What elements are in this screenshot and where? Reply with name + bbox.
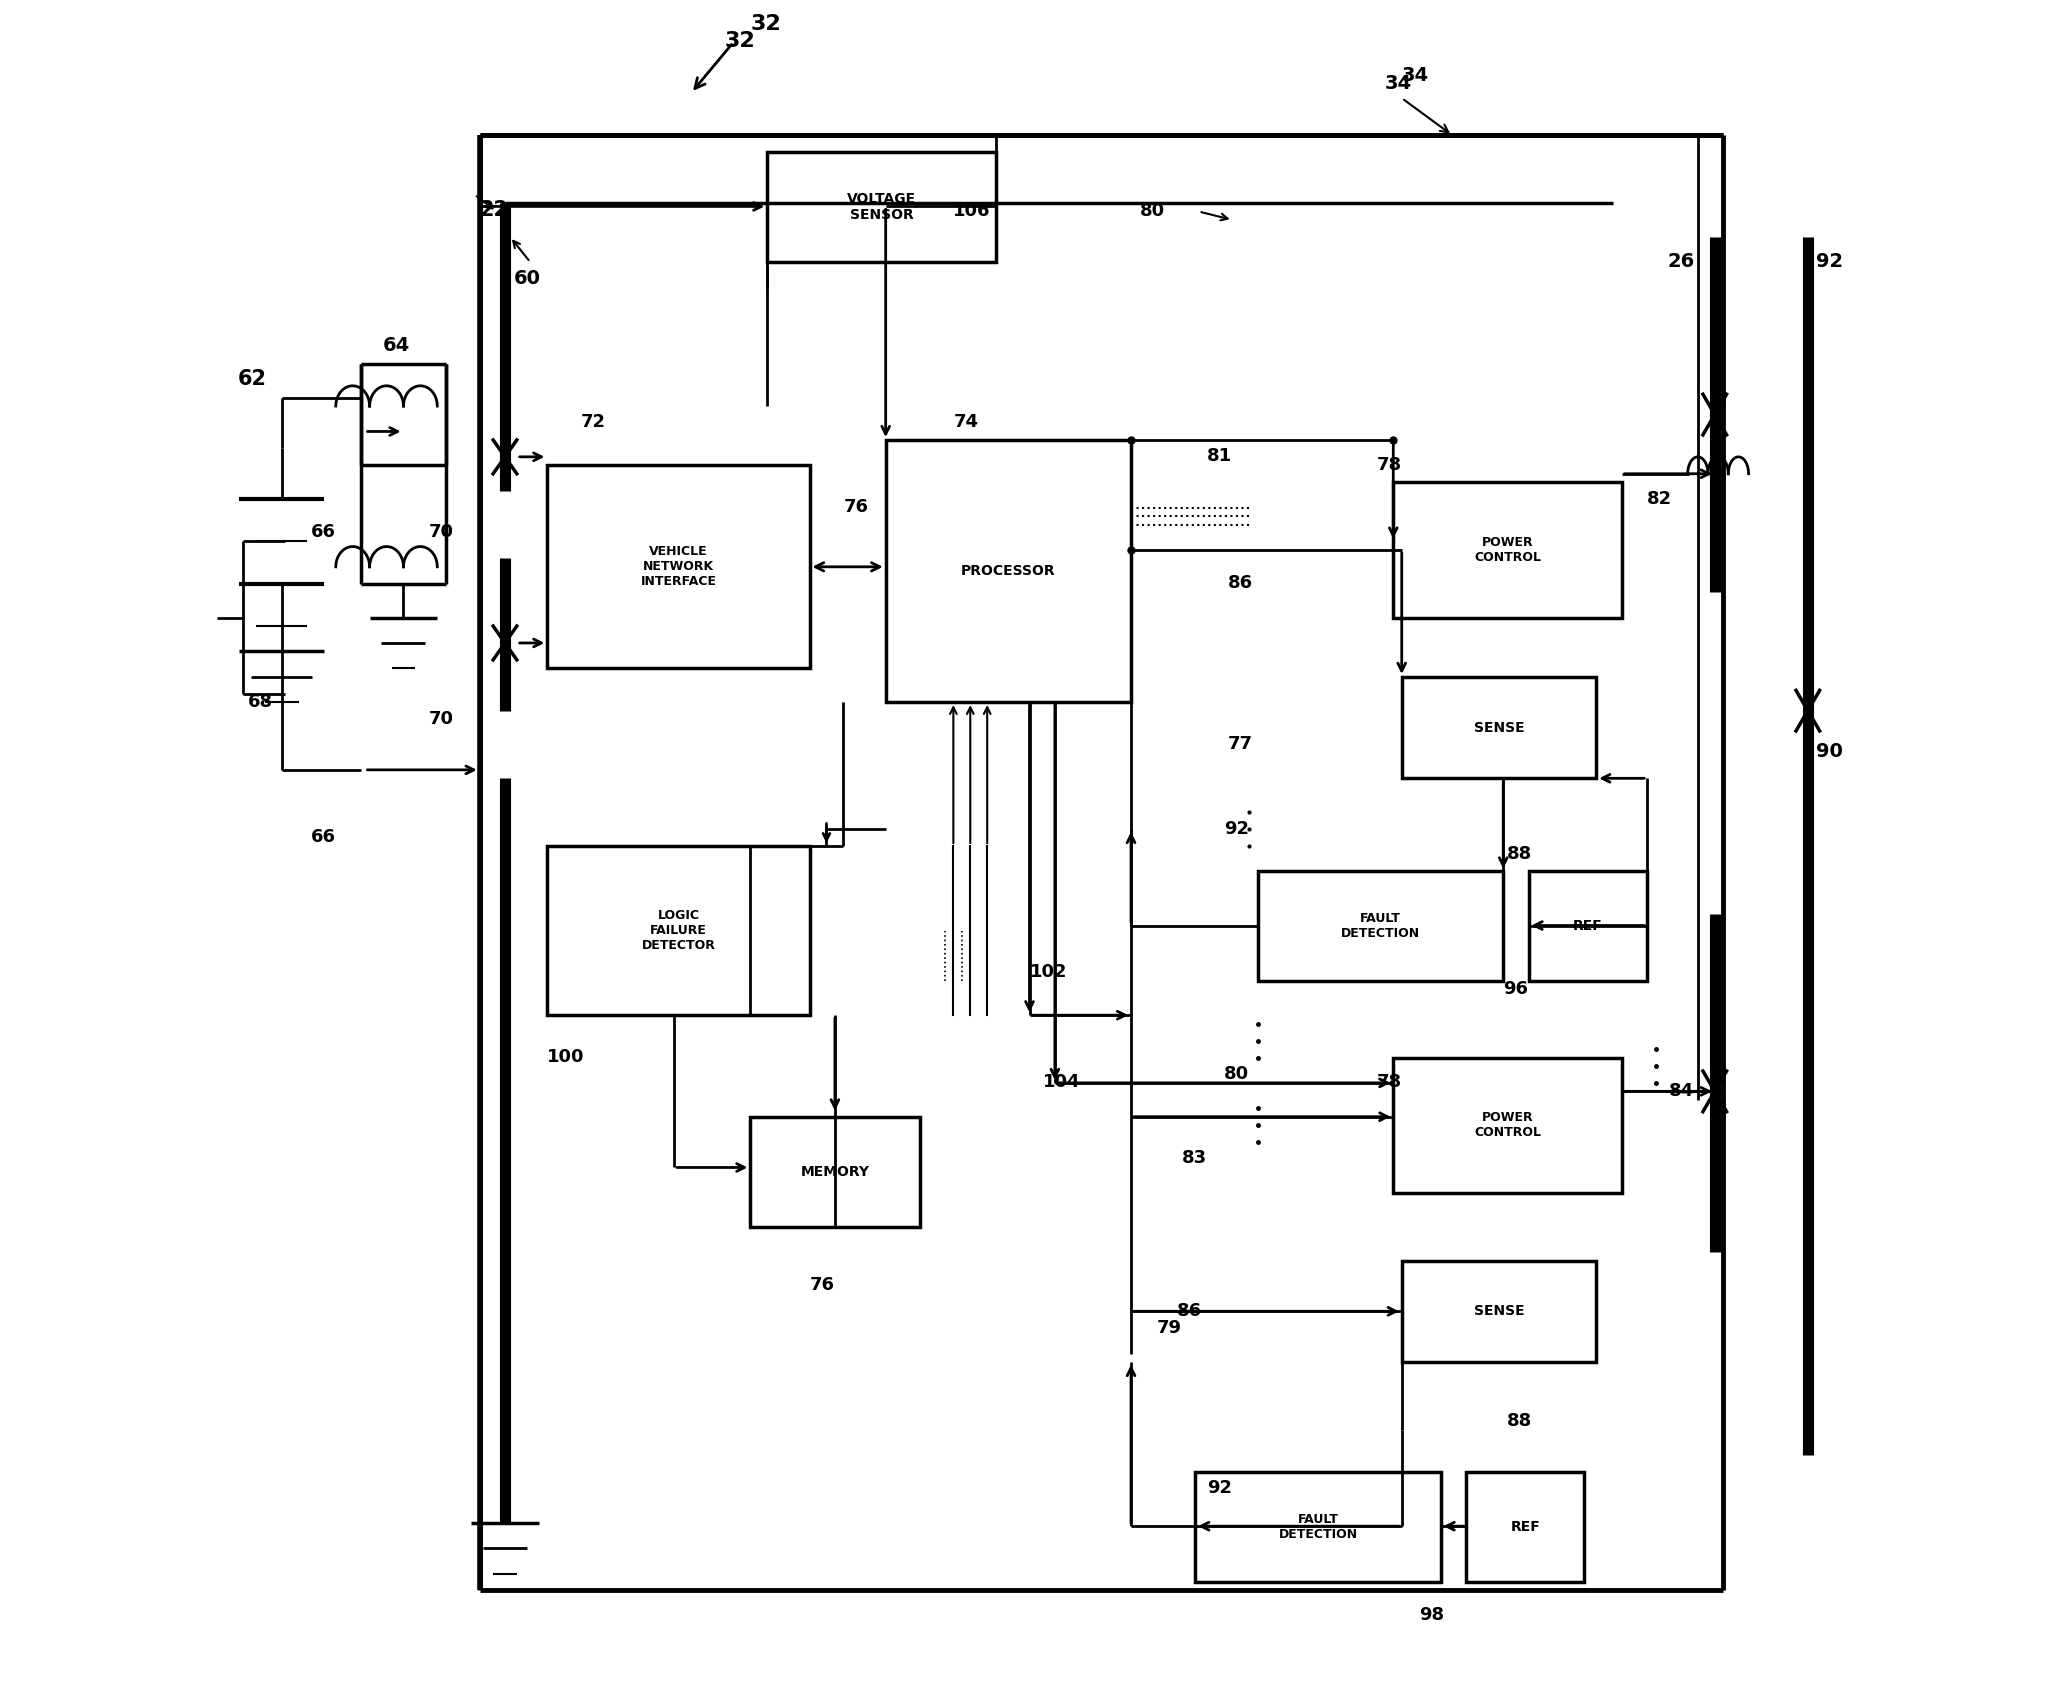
Text: POWER
CONTROL: POWER CONTROL [1474,536,1540,563]
Text: 102: 102 [1030,963,1067,981]
FancyBboxPatch shape [1196,1472,1441,1582]
Text: 34: 34 [1386,74,1412,93]
FancyBboxPatch shape [548,465,809,668]
Text: 66: 66 [311,523,336,541]
FancyBboxPatch shape [885,440,1130,702]
Text: 76: 76 [844,497,869,516]
Text: 104: 104 [1044,1073,1081,1091]
Text: 92: 92 [1816,252,1843,271]
Text: PROCESSOR: PROCESSOR [962,563,1056,579]
Text: 80: 80 [1225,1064,1250,1083]
Text: 98: 98 [1419,1606,1443,1624]
Text: 78: 78 [1375,455,1402,474]
Text: 78: 78 [1375,1073,1402,1091]
Text: 92: 92 [1225,819,1250,838]
Text: 88: 88 [1507,1411,1532,1430]
FancyBboxPatch shape [1394,482,1622,618]
Text: 83: 83 [1182,1149,1207,1167]
Text: 64: 64 [383,337,410,355]
Text: SENSE: SENSE [1474,721,1524,734]
FancyBboxPatch shape [1402,1261,1596,1362]
FancyBboxPatch shape [1258,871,1503,981]
Text: REF: REF [1511,1519,1540,1535]
FancyBboxPatch shape [1528,871,1647,981]
Text: 32: 32 [749,14,780,34]
Text: 72: 72 [581,413,605,431]
Text: 32: 32 [725,30,756,51]
Text: 86: 86 [1176,1301,1202,1320]
Text: 76: 76 [809,1276,834,1294]
FancyBboxPatch shape [768,152,997,262]
FancyBboxPatch shape [1394,1058,1622,1193]
Text: 80: 80 [1139,201,1165,220]
Text: VEHICLE
NETWORK
INTERFACE: VEHICLE NETWORK INTERFACE [640,545,717,589]
Text: 22: 22 [480,200,509,220]
Text: 70: 70 [428,709,453,728]
Text: 92: 92 [1207,1479,1231,1497]
Text: 84: 84 [1670,1081,1695,1100]
Text: LOGIC
FAILURE
DETECTOR: LOGIC FAILURE DETECTOR [642,909,714,953]
Text: 106: 106 [953,201,990,220]
Text: MEMORY: MEMORY [801,1164,869,1179]
Text: POWER
CONTROL: POWER CONTROL [1474,1112,1540,1139]
Text: 68: 68 [247,692,274,711]
Text: 79: 79 [1157,1318,1182,1337]
Text: 34: 34 [1402,66,1429,85]
Text: 60: 60 [513,269,539,288]
Text: 70: 70 [428,523,453,541]
Text: 66: 66 [311,827,336,846]
Text: VOLTAGE
SENSOR: VOLTAGE SENSOR [846,193,916,222]
Text: 86: 86 [1227,574,1252,592]
Text: FAULT
DETECTION: FAULT DETECTION [1279,1513,1357,1541]
FancyBboxPatch shape [749,1117,920,1227]
Text: 88: 88 [1507,844,1532,863]
Text: 96: 96 [1503,980,1528,998]
FancyBboxPatch shape [1402,677,1596,778]
Text: 81: 81 [1207,447,1231,465]
Text: 77: 77 [1227,734,1252,753]
Text: 82: 82 [1647,489,1672,508]
FancyBboxPatch shape [548,846,809,1015]
Text: 100: 100 [548,1047,585,1066]
Text: FAULT
DETECTION: FAULT DETECTION [1340,912,1421,941]
Text: SENSE: SENSE [1474,1305,1524,1318]
Text: 74: 74 [953,413,978,431]
Text: 62: 62 [237,369,268,389]
FancyBboxPatch shape [1466,1472,1585,1582]
Text: REF: REF [1573,919,1602,934]
Text: 90: 90 [1816,743,1843,761]
Text: 26: 26 [1668,252,1695,271]
